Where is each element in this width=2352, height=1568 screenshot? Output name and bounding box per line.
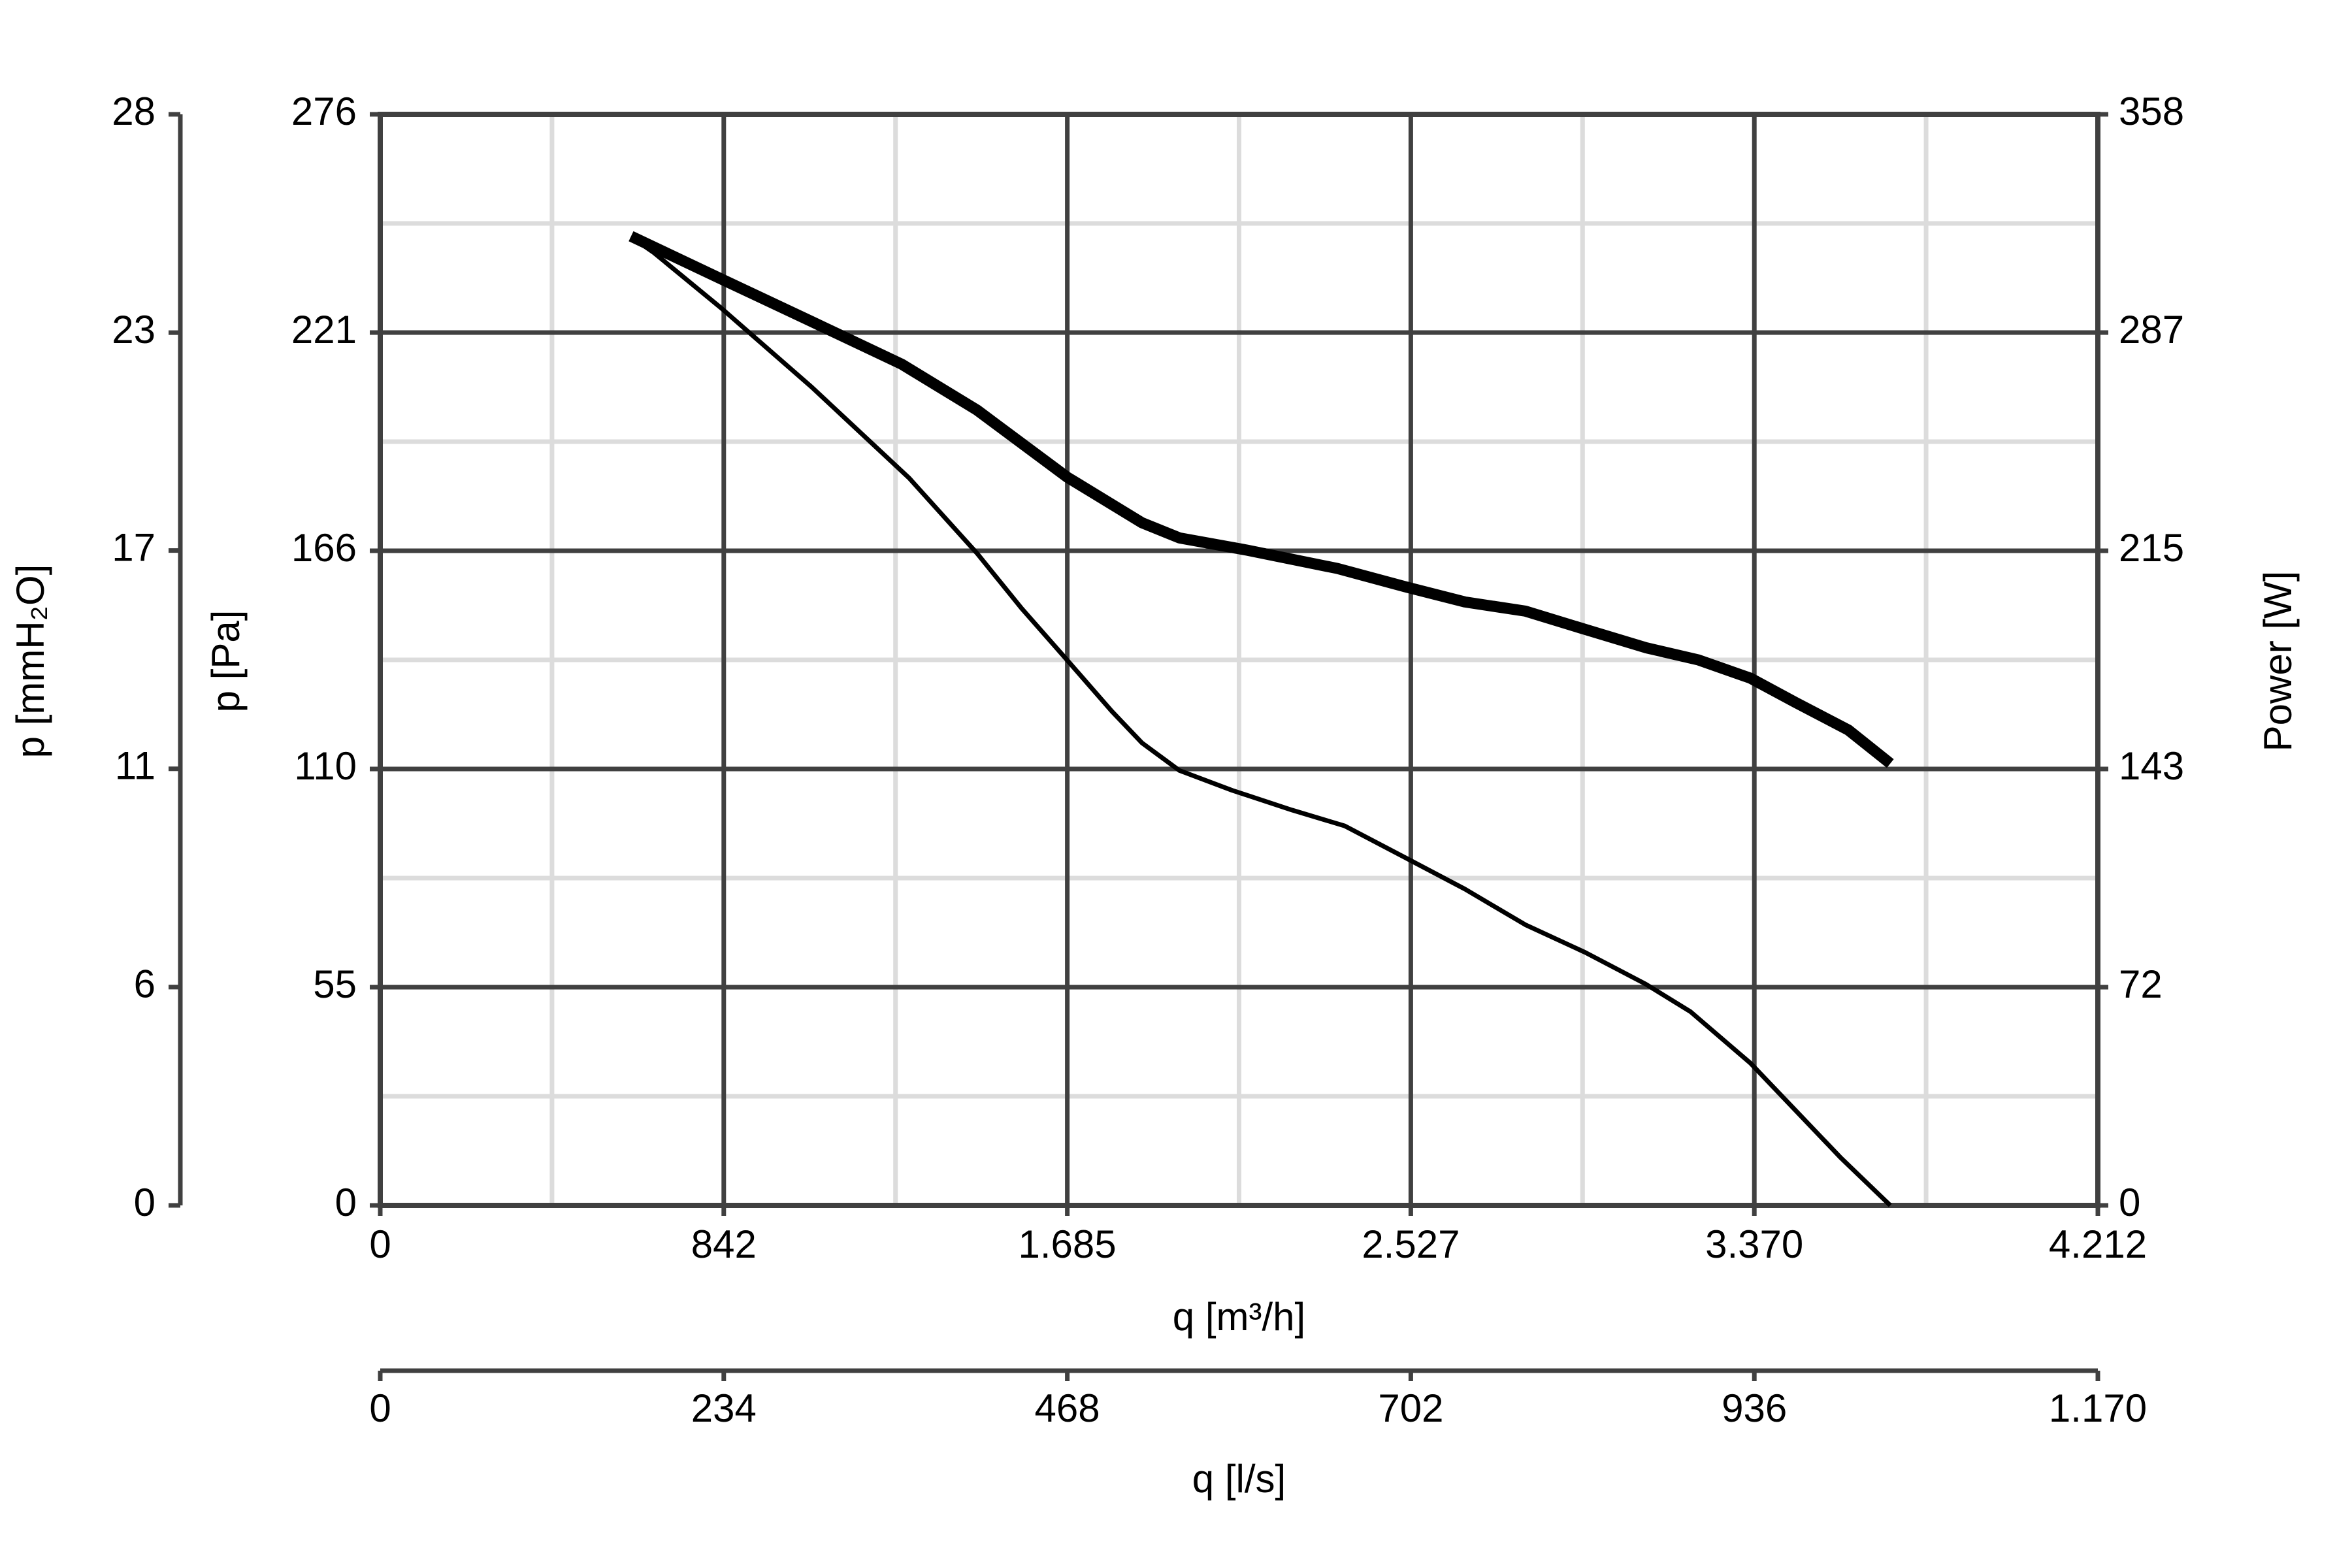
x-axis-title: q [m³/h]: [1173, 1295, 1305, 1339]
y-tick-label: 276: [291, 90, 357, 133]
x-tick-label: 2.527: [1362, 1222, 1460, 1266]
y3-tick-label: 11: [115, 744, 155, 788]
x2-tick-label: 936: [1722, 1386, 1787, 1430]
y2-tick-label: 0: [2119, 1181, 2140, 1224]
x2-axis-title: q [l/s]: [1192, 1457, 1286, 1501]
y3-axis-title: p [mmH₂O]: [8, 564, 52, 759]
y-tick-label: 55: [313, 962, 357, 1006]
y3-tick-label: 6: [134, 962, 155, 1006]
y-tick-label: 0: [335, 1181, 357, 1224]
x2-tick-label: 1.170: [2049, 1386, 2147, 1430]
y2-tick-label: 287: [2119, 308, 2184, 351]
y3-tick-label: 17: [112, 525, 155, 569]
power-curve: [629, 231, 1894, 768]
x-tick-label: 842: [691, 1222, 757, 1266]
y3-tick-label: 0: [134, 1181, 155, 1224]
x2-tick-label: 0: [369, 1386, 391, 1430]
y-tick-label: 166: [291, 526, 357, 570]
pressure-curve: [629, 235, 1892, 1207]
y-tick-label: 221: [291, 308, 357, 351]
x2-tick-label: 702: [1378, 1386, 1443, 1430]
x-tick-label: 0: [369, 1222, 391, 1266]
x2-tick-label: 468: [1035, 1386, 1100, 1430]
y2-tick-label: 215: [2119, 526, 2184, 570]
y3-tick-label: 28: [112, 90, 155, 133]
y2-tick-label: 72: [2119, 962, 2163, 1006]
x-tick-label: 3.370: [1705, 1222, 1803, 1266]
x2-tick-label: 234: [691, 1386, 757, 1430]
plot-frame: [378, 112, 2100, 1208]
y2-tick-label: 143: [2119, 744, 2184, 788]
y-tick-label: 110: [294, 744, 357, 788]
x-tick-label: 1.685: [1019, 1222, 1117, 1266]
y2-tick-label: 358: [2119, 90, 2184, 133]
x-tick-label: 4.212: [2049, 1222, 2147, 1266]
y-axis-title: p [Pa]: [204, 610, 248, 713]
y2-axis-title: Power [W]: [2256, 571, 2300, 752]
y3-tick-label: 23: [112, 308, 155, 351]
